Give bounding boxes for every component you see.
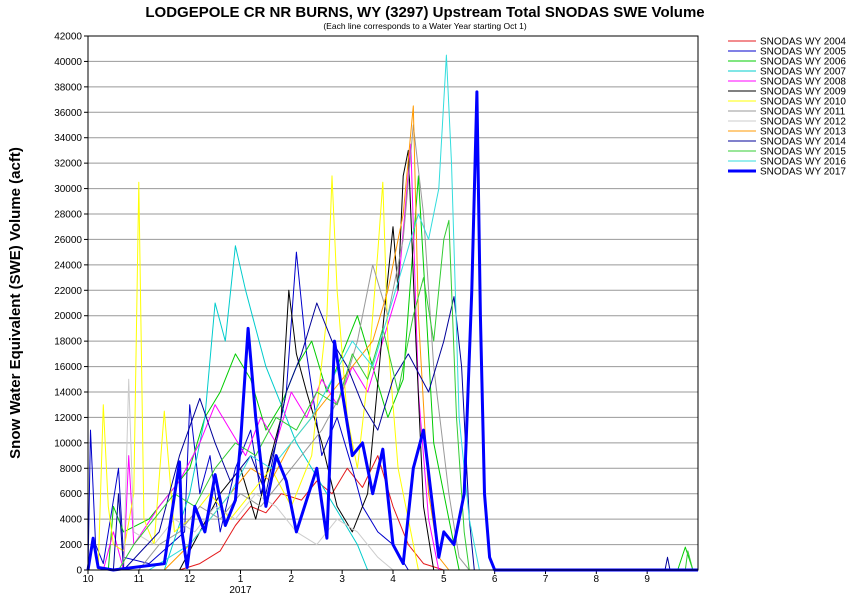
x-tick-label: 5	[441, 574, 447, 585]
y-tick-label: 2000	[60, 540, 83, 551]
legend-label: SNODAS WY 2015	[760, 147, 846, 158]
y-tick-label: 32000	[54, 159, 82, 170]
y-tick-label: 36000	[54, 108, 82, 119]
y-tick-label: 42000	[54, 32, 82, 43]
y-tick-label: 18000	[54, 337, 82, 348]
plot-frame	[87, 35, 699, 571]
legend-label: SNODAS WY 2009	[760, 87, 846, 98]
chart-title: LODGEPOLE CR NR BURNS, WY (3297) Upstrea…	[145, 4, 704, 21]
x-tick-label: 4	[390, 574, 396, 585]
legend-label: SNODAS WY 2008	[760, 77, 846, 88]
y-tick-label: 34000	[54, 133, 82, 144]
legend-label: SNODAS WY 2016	[760, 157, 846, 168]
x-tick-label: 1	[238, 574, 244, 585]
y-tick-label: 26000	[54, 235, 82, 246]
chart-subtitle: (Each line corresponds to a Water Year s…	[323, 21, 526, 31]
x-tick-label: 11	[134, 574, 145, 585]
legend-label: SNODAS WY 2017	[760, 167, 846, 178]
y-axis-label: Snow Water Equivalent (SWE) Volume (acft…	[7, 147, 24, 459]
y-tick-label: 20000	[54, 311, 82, 322]
y-tick-label: 28000	[54, 210, 82, 221]
legend-label: SNODAS WY 2010	[760, 97, 846, 108]
legend-label: SNODAS WY 2011	[760, 107, 846, 118]
x-year-label: 2017	[229, 585, 252, 596]
series-lines	[86, 54, 698, 572]
series-line-snodas-wy-2012	[88, 378, 698, 571]
y-tick-label: 12000	[54, 413, 82, 424]
legend-label: SNODAS WY 2004	[760, 37, 846, 48]
x-tick-label: 3	[339, 574, 345, 585]
y-tick-label: 10000	[54, 438, 82, 449]
x-tick-label: 8	[594, 574, 600, 585]
x-tick-label: 9	[644, 574, 650, 585]
x-tick-label: 6	[492, 574, 498, 585]
y-tick-label: 6000	[60, 489, 83, 500]
plot-area	[86, 54, 698, 572]
legend-label: SNODAS WY 2013	[760, 127, 846, 138]
y-tick-label: 16000	[54, 362, 82, 373]
legend-label: SNODAS WY 2014	[760, 137, 846, 148]
x-tick-label: 2	[289, 574, 295, 585]
legend-label: SNODAS WY 2005	[760, 47, 846, 58]
y-tick-label: 38000	[54, 82, 82, 93]
series-line-snodas-wy-2017	[86, 90, 698, 572]
y-tick-label: 24000	[54, 260, 82, 271]
y-tick-label: 30000	[54, 184, 82, 195]
legend-label: SNODAS WY 2012	[760, 117, 846, 128]
y-tick-label: 14000	[54, 388, 82, 399]
y-tick-label: 4000	[60, 515, 83, 526]
x-tick-label: 10	[82, 574, 94, 585]
y-tick-label: 22000	[54, 286, 82, 297]
legend-label: SNODAS WY 2006	[760, 57, 846, 68]
x-tick-label: 12	[184, 574, 196, 585]
y-tick-label: 40000	[54, 57, 82, 68]
legend-label: SNODAS WY 2007	[760, 67, 846, 78]
series-line-snodas-wy-2005	[87, 251, 698, 571]
series-line-snodas-wy-2015	[88, 219, 698, 571]
y-tick-label: 0	[76, 566, 82, 577]
y-tick-label: 8000	[60, 464, 83, 475]
series-line-snodas-wy-2014	[88, 296, 698, 571]
y-axis-ticks: 0 2000 4000 6000 8000 10000 12000 14000 16000 180…	[54, 32, 88, 577]
series-line-snodas-wy-2004	[88, 455, 698, 571]
x-tick-label: 7	[543, 574, 549, 585]
